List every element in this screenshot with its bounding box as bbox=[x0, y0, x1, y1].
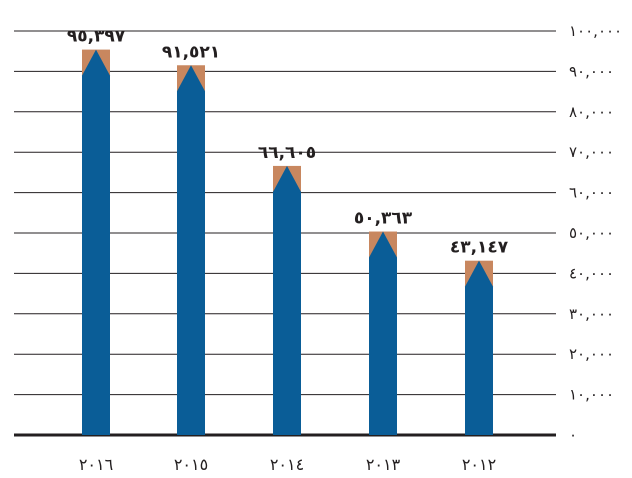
x-tick-label: ٢٠١٥ bbox=[174, 455, 208, 474]
y-tick-label: ٠ bbox=[569, 426, 577, 444]
bar bbox=[177, 65, 205, 435]
y-tick-label: ٩٠,٠٠٠ bbox=[569, 62, 614, 80]
y-tick-label: ٧٠,٠٠٠ bbox=[569, 143, 614, 161]
y-tick-label: ١٠,٠٠٠ bbox=[569, 386, 614, 404]
y-tick-label: ٤٠,٠٠٠ bbox=[569, 264, 614, 282]
y-tick-label: ٥٠,٠٠٠ bbox=[569, 224, 614, 242]
y-tick-label: ٣٠,٠٠٠ bbox=[569, 305, 614, 323]
x-tick-label: ٢٠١٢ bbox=[462, 455, 496, 474]
y-axis-ticks: ٠ ١٠,٠٠٠ ٢٠,٠٠٠ ٣٠,٠٠٠ ٤٠,٠٠٠ ٥٠,٠٠٠ ٦٠,٠٠٠ ٧٠,… bbox=[569, 22, 622, 444]
data-label: ٤٣,١٤٧ bbox=[450, 238, 509, 258]
data-label: ٦٦,٦٠٥ bbox=[258, 143, 316, 163]
bar bbox=[273, 165, 301, 435]
y-tick-label: ٦٠,٠٠٠ bbox=[569, 184, 614, 202]
bar bbox=[369, 231, 397, 435]
x-tick-label: ٢٠١٣ bbox=[366, 455, 401, 474]
bar bbox=[465, 260, 493, 435]
x-tick-label: ٢٠١٦ bbox=[79, 455, 113, 474]
y-tick-label: ٨٠,٠٠٠ bbox=[569, 103, 614, 121]
y-tick-label: ١٠٠,٠٠٠ bbox=[569, 22, 622, 40]
y-tick-label: ٢٠,٠٠٠ bbox=[569, 345, 614, 363]
bars bbox=[82, 49, 493, 435]
data-label: ٩٥,٣٩٧ bbox=[67, 27, 126, 47]
data-label: ٩١,٥٢١ bbox=[162, 42, 220, 62]
x-axis-ticks: ٢٠١٦ ٢٠١٥ ٢٠١٤ ٢٠١٣ ٢٠١٢ bbox=[79, 455, 496, 474]
data-label: ٥٠,٣٦٣ bbox=[354, 209, 413, 229]
bar bbox=[82, 49, 110, 435]
value-labels: ٩٥,٣٩٧ ٩١,٥٢١ ٦٦,٦٠٥ ٥٠,٣٦٣ ٤٣,١٤٧ bbox=[67, 27, 509, 258]
x-tick-label: ٢٠١٤ bbox=[270, 455, 304, 474]
